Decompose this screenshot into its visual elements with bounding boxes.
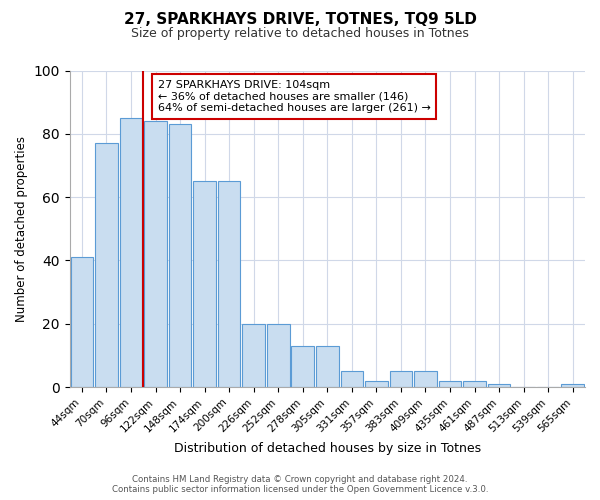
Bar [292,346,314,387]
Bar [120,118,142,387]
Bar [144,121,167,387]
Bar [463,381,486,387]
Bar [95,144,118,387]
Bar [193,182,216,387]
Y-axis label: Number of detached properties: Number of detached properties [15,136,28,322]
Bar [439,381,461,387]
Bar [218,182,241,387]
Bar [169,124,191,387]
Text: 27, SPARKHAYS DRIVE, TOTNES, TQ9 5LD: 27, SPARKHAYS DRIVE, TOTNES, TQ9 5LD [124,12,476,28]
X-axis label: Distribution of detached houses by size in Totnes: Distribution of detached houses by size … [174,442,481,455]
Bar [316,346,338,387]
Bar [414,372,437,387]
Bar [365,381,388,387]
Bar [341,372,363,387]
Text: Contains HM Land Registry data © Crown copyright and database right 2024.
Contai: Contains HM Land Registry data © Crown c… [112,474,488,494]
Text: Size of property relative to detached houses in Totnes: Size of property relative to detached ho… [131,28,469,40]
Bar [562,384,584,387]
Bar [71,258,93,387]
Bar [389,372,412,387]
Bar [488,384,511,387]
Bar [267,324,290,387]
Text: 27 SPARKHAYS DRIVE: 104sqm
← 36% of detached houses are smaller (146)
64% of sem: 27 SPARKHAYS DRIVE: 104sqm ← 36% of deta… [158,80,431,113]
Bar [242,324,265,387]
